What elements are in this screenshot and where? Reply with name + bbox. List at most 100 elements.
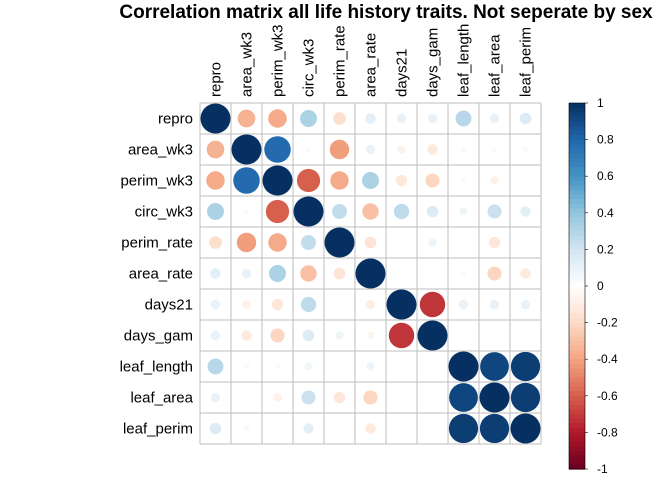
- colorbar-segment: [569, 116, 585, 122]
- corr-circle-repro-perim_rate: [333, 112, 346, 125]
- colorbar-segment: [569, 464, 585, 470]
- corr-circle-perim_rate-days_gam: [428, 238, 437, 247]
- corr-circle-area_rate-leaf_perim: [520, 268, 531, 279]
- corr-circle-circ_wk3-area_rate: [362, 203, 379, 220]
- colorbar-tick-label: 0.4: [597, 206, 614, 220]
- colorbar-segment: [569, 423, 585, 429]
- colorbar-segment: [569, 350, 585, 356]
- colorbar-segment: [569, 395, 585, 401]
- corr-circle-area_wk3-circ_wk3: [305, 146, 312, 153]
- corr-circle-circ_wk3-leaf_area: [487, 204, 502, 219]
- colorbar-segment: [569, 153, 585, 159]
- corr-circle-perim_wk3-area_rate: [362, 172, 379, 189]
- corr-circle-area_rate-perim_rate: [333, 267, 346, 280]
- colorbar-segment: [569, 244, 585, 250]
- colorbar-tick-label: 0.6: [597, 169, 614, 183]
- corr-circle-days_gam-repro: [210, 330, 221, 341]
- corr-circle-area_rate-leaf_area: [487, 266, 502, 281]
- colorbar-segment: [569, 363, 585, 369]
- column-labels: repro area_wk3 perim_wk3 circ_wk3 perim_rate…: [208, 24, 535, 97]
- corr-circle-days_gam-area_rate: [366, 331, 375, 340]
- corr-circle-area_wk3-area_wk3: [231, 134, 262, 165]
- row-label: perim_wk3: [120, 173, 193, 190]
- colorbar-segment: [569, 359, 585, 365]
- column-label: perim_rate: [332, 25, 349, 97]
- corr-circle-circ_wk3-leaf_perim: [520, 206, 531, 217]
- column-label: days21: [394, 49, 411, 97]
- corr-circle-area_rate-area_wk3: [241, 268, 252, 279]
- row-label: repro: [158, 111, 193, 128]
- colorbar-segment: [569, 144, 585, 150]
- corr-circle-circ_wk3-leaf_length: [459, 207, 468, 216]
- corr-circle-days_gam-perim_rate: [335, 331, 344, 340]
- colorbar-segment: [569, 167, 585, 173]
- corr-circle-area_wk3-leaf_area: [491, 146, 498, 153]
- corr-circle-days21-repro: [210, 299, 221, 310]
- colorbar-tick-label: 0.8: [597, 133, 614, 147]
- corr-circle-area_rate-area_rate: [355, 258, 386, 289]
- corr-circle-days21-area_wk3: [242, 300, 251, 309]
- colorbar-segment: [569, 235, 585, 241]
- corr-circle-leaf_length-leaf_perim: [510, 351, 541, 382]
- corr-circle-leaf_perim-leaf_area: [479, 413, 510, 444]
- row-labels: repro area_wk3 perim_wk3 circ_wk3 perim_rate…: [120, 111, 194, 438]
- corr-circle-area_rate-leaf_length: [460, 270, 467, 277]
- row-label: days_gam: [124, 328, 193, 345]
- colorbar-segment: [569, 253, 585, 260]
- colorbar-segment: [569, 157, 585, 164]
- corr-circle-area_wk3-leaf_length: [460, 146, 467, 153]
- colorbar-segment: [569, 176, 585, 182]
- column-label: circ_wk3: [301, 39, 318, 97]
- corr-circle-days_gam-days21: [388, 322, 415, 349]
- colorbar-segment: [569, 189, 585, 196]
- colorbar-segment: [569, 304, 585, 310]
- colorbar-segment: [569, 455, 585, 461]
- colorbar-segment: [569, 276, 585, 283]
- row-label: area_wk3: [128, 142, 193, 159]
- corr-circle-days21-days_gam: [419, 291, 446, 318]
- corr-circle-leaf_area-repro: [210, 392, 221, 403]
- column-label: leaf_area: [487, 34, 504, 97]
- corr-circle-perim_rate-repro: [209, 236, 222, 249]
- corr-circle-repro-circ_wk3: [300, 110, 317, 127]
- colorbar-segment: [569, 125, 585, 132]
- matrix-grid: [199, 102, 542, 445]
- corr-circle-days21-leaf_perim: [520, 299, 531, 310]
- colorbar-segment: [569, 212, 585, 218]
- colorbar-segment: [569, 418, 585, 424]
- corr-circle-repro-repro: [200, 103, 231, 134]
- colorbar-segment: [569, 441, 585, 447]
- corr-circle-perim_wk3-days_gam: [425, 173, 440, 188]
- corr-circle-leaf_perim-area_wk3: [243, 425, 250, 432]
- colorbar-segment: [569, 171, 585, 177]
- corr-circle-perim_wk3-repro: [206, 171, 225, 190]
- column-label: perim_wk3: [270, 24, 287, 97]
- corr-circle-days_gam-days_gam: [417, 320, 448, 351]
- colorbar-segment: [569, 459, 585, 466]
- corr-circle-repro-days21: [396, 113, 407, 124]
- corr-circle-perim_rate-area_rate: [364, 236, 377, 249]
- corr-circle-leaf_perim-circ_wk3: [303, 423, 314, 434]
- corr-circle-days21-leaf_length: [458, 299, 469, 310]
- colorbar-segment: [569, 295, 585, 301]
- colorbar-segment: [569, 318, 585, 324]
- corr-circle-leaf_length-circ_wk3: [304, 362, 313, 371]
- column-label: leaf_perim: [518, 27, 535, 97]
- correlation-circles: [200, 103, 541, 444]
- colorbar-segment: [569, 135, 585, 141]
- corr-circle-area_rate-repro: [210, 268, 221, 279]
- corr-circle-days21-leaf_area: [489, 299, 500, 310]
- colorbar-segment: [569, 286, 585, 292]
- colorbar-segment: [569, 386, 585, 392]
- corr-circle-days_gam-area_wk3: [241, 330, 252, 341]
- colorbar-segment: [569, 162, 585, 168]
- colorbar-segment: [569, 194, 585, 200]
- corr-circle-days21-perim_wk3: [271, 298, 284, 311]
- colorbar-tick-label: -0.4: [597, 352, 618, 366]
- colorbar-segment: [569, 432, 585, 438]
- row-label: perim_rate: [121, 235, 193, 252]
- colorbar-segment: [569, 199, 585, 205]
- colorbar-segment: [569, 414, 585, 420]
- corr-circle-perim_wk3-circ_wk3: [296, 168, 321, 193]
- colorbar-segment: [569, 112, 585, 118]
